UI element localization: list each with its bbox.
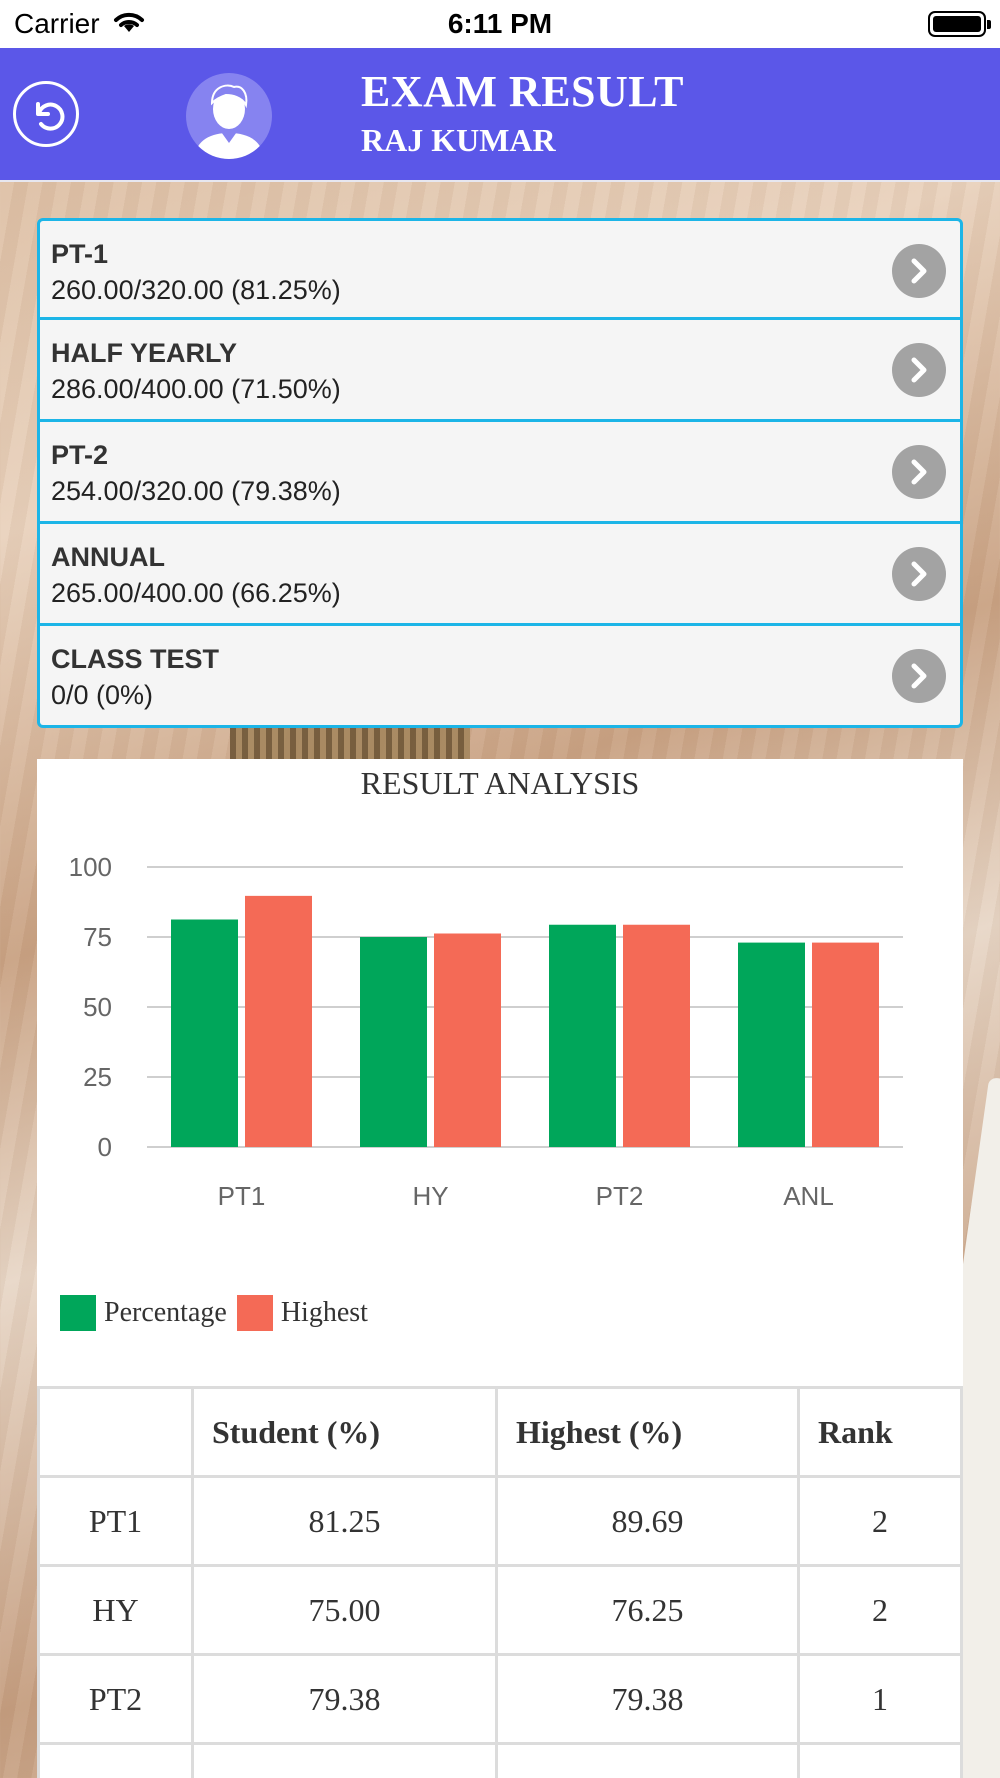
y-tick-label: 25 — [83, 1062, 112, 1092]
table-row: ANL 73.13 73.13 1 — [37, 1742, 963, 1778]
legend-label: Highest — [280, 1297, 368, 1328]
table-cell: 75.00 — [191, 1564, 498, 1656]
carrier-label: Carrier — [14, 8, 100, 39]
exam-list: PT-1 260.00/320.00 (81.25%) HALF YEARLY … — [37, 218, 963, 728]
exam-name: HALF YEARLY — [51, 338, 238, 368]
bar-highest-hy — [434, 933, 501, 1147]
exam-item-half-yearly[interactable]: HALF YEARLY 286.00/400.00 (71.50%) — [37, 320, 963, 422]
result-analysis-chart: RESULT ANALYSIS 0 25 50 75 100 PT1 HY PT2 ANL Pe… — [37, 759, 963, 1386]
app-header: EXAM RESULT RAJ KUMAR — [0, 48, 1000, 182]
battery-icon — [928, 11, 991, 37]
chevron-right-icon[interactable] — [892, 343, 946, 397]
exam-score: 260.00/320.00 (81.25%) — [51, 275, 341, 305]
exam-item-pt1[interactable]: PT-1 260.00/320.00 (81.25%) — [37, 218, 963, 320]
back-button[interactable] — [13, 81, 79, 147]
legend-item-percentage: Percentage — [60, 1295, 227, 1331]
table-cell: 81.25 — [191, 1475, 498, 1567]
legend-swatch — [236, 1295, 273, 1331]
exam-name: CLASS TEST — [51, 644, 220, 674]
table-header-cell — [37, 1386, 194, 1478]
x-tick-label: PT2 — [596, 1181, 644, 1211]
table-cell: 79.38 — [495, 1653, 800, 1745]
chart-title: RESULT ANALYSIS — [360, 765, 640, 801]
status-time: 6:11 PM — [447, 8, 553, 39]
x-tick-label: PT1 — [218, 1181, 266, 1211]
chevron-right-icon[interactable] — [892, 445, 946, 499]
table-cell: 2 — [797, 1475, 963, 1567]
bar-percentage-pt2 — [549, 924, 616, 1147]
x-tick-label: HY — [412, 1181, 448, 1211]
table-cell: 89.69 — [495, 1475, 800, 1567]
legend-label: Percentage — [104, 1297, 227, 1328]
chevron-right-icon[interactable] — [892, 244, 946, 298]
table-header-cell: Rank — [797, 1386, 963, 1478]
x-tick-label: ANL — [783, 1181, 834, 1211]
exam-item-class-test[interactable]: CLASS TEST 0/0 (0%) — [37, 626, 963, 728]
table-cell: HY — [37, 1564, 194, 1656]
table-header-cell: Student (%) — [191, 1386, 498, 1478]
table-cell: 1 — [797, 1653, 963, 1745]
bar-percentage-anl — [738, 942, 805, 1147]
table-cell: 2 — [797, 1564, 963, 1656]
bar-chart: 0 25 50 75 100 PT1 HY PT2 ANL — [69, 852, 903, 1211]
status-bar: Carrier 6:11 PM — [0, 0, 1000, 48]
user-avatar-icon — [186, 73, 272, 159]
y-tick-label: 0 — [98, 1132, 112, 1162]
page-title: EXAM RESULT — [361, 67, 684, 116]
table-cell: 73.13 — [495, 1742, 800, 1778]
table-row: PT2 79.38 79.38 1 — [37, 1653, 963, 1745]
y-tick-label: 50 — [83, 992, 112, 1022]
bar-highest-anl — [812, 942, 879, 1147]
table-cell: PT1 — [37, 1475, 194, 1567]
table-cell: 76.25 — [495, 1564, 800, 1656]
bar-percentage-pt1 — [171, 919, 238, 1147]
exam-score: 286.00/400.00 (71.50%) — [51, 374, 341, 404]
exam-name: PT-2 — [51, 440, 109, 470]
y-tick-label: 75 — [83, 922, 112, 952]
table-header-row: Student (%) Highest (%) Rank — [37, 1386, 963, 1478]
wifi-icon — [112, 8, 146, 41]
y-tick-label: 100 — [69, 852, 112, 882]
table-cell: PT2 — [37, 1653, 194, 1745]
exam-score: 254.00/320.00 (79.38%) — [51, 476, 341, 506]
chevron-right-icon[interactable] — [892, 649, 946, 703]
table-cell: 73.13 — [191, 1742, 498, 1778]
table-header-cell: Highest (%) — [495, 1386, 800, 1478]
table-cell: 79.38 — [191, 1653, 498, 1745]
table-row: HY 75.00 76.25 2 — [37, 1564, 963, 1656]
exam-name: PT-1 — [51, 239, 109, 269]
chart-legend: Percentage Highest — [60, 1295, 378, 1331]
chevron-right-icon[interactable] — [892, 547, 946, 601]
table-cell: 1 — [797, 1742, 963, 1778]
back-arrow-icon — [36, 102, 65, 131]
exam-score: 0/0 (0%) — [51, 680, 154, 710]
student-name: RAJ KUMAR — [361, 122, 556, 158]
exam-item-annual[interactable]: ANNUAL 265.00/400.00 (66.25%) — [37, 524, 963, 626]
legend-item-highest: Highest — [236, 1295, 368, 1331]
bar-percentage-hy — [360, 937, 427, 1147]
bar-highest-pt1 — [245, 895, 312, 1147]
bar-highest-pt2 — [623, 924, 690, 1147]
legend-swatch — [60, 1295, 96, 1331]
exam-item-pt2[interactable]: PT-2 254.00/320.00 (79.38%) — [37, 422, 963, 524]
table-row: PT1 81.25 89.69 2 — [37, 1475, 963, 1567]
exam-score: 265.00/400.00 (66.25%) — [51, 578, 341, 608]
result-table: Student (%) Highest (%) Rank PT1 81.25 8… — [37, 1386, 963, 1778]
table-cell: ANL — [37, 1742, 194, 1778]
exam-name: ANNUAL — [51, 542, 165, 572]
